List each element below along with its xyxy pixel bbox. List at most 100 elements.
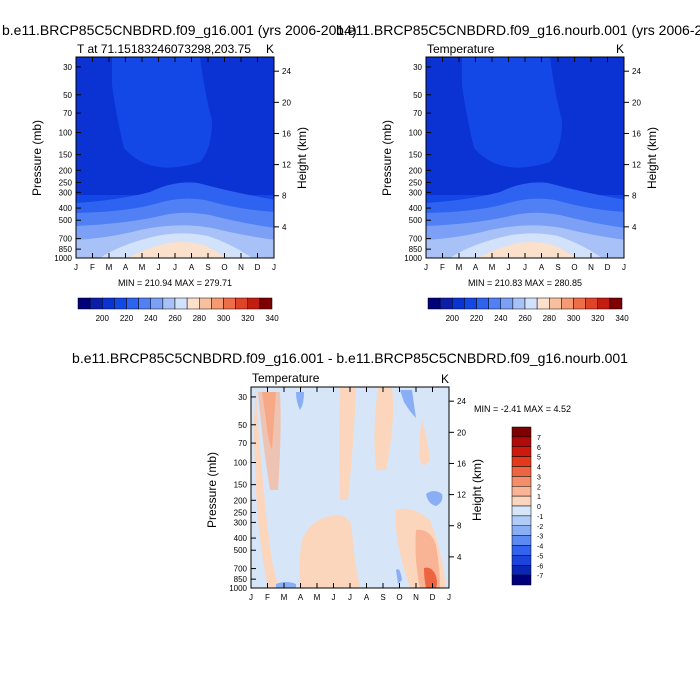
colorbar-swatch (511, 456, 532, 467)
y-right-tick-label: 12 (457, 491, 466, 500)
y-tick-label: 200 (409, 166, 423, 175)
colorbar-swatch (511, 446, 532, 457)
x-tick-label: F (90, 263, 95, 272)
y-tick-label: 700 (59, 235, 73, 244)
x-tick-label: M (106, 263, 113, 272)
colorbar-label: 320 (241, 314, 255, 323)
y-tick-label: 850 (234, 575, 248, 584)
colorbar-swatch (488, 297, 501, 310)
colorbar-swatch (223, 297, 236, 310)
colorbar-swatch (511, 466, 532, 477)
y-tick-label: 500 (409, 216, 423, 225)
colorbar-swatch (174, 297, 188, 310)
panel-diff-contours (251, 387, 449, 588)
x-tick-label: A (189, 263, 195, 272)
colorbar-swatch (464, 297, 477, 310)
colorbar-label: -7 (537, 573, 543, 580)
y-right-tick-label: 16 (282, 129, 291, 138)
x-tick-label: D (605, 263, 611, 272)
contour-warm-tongue (462, 57, 562, 168)
x-tick-label: S (380, 593, 385, 602)
contour-pos-feb-column (254, 390, 280, 588)
x-tick-label: A (473, 263, 479, 272)
x-tick-label: J (523, 263, 527, 272)
y-tick-label: 1000 (54, 254, 72, 263)
y-tick-label: 50 (413, 91, 422, 100)
contour-neg-surface (276, 582, 296, 588)
y-right-tick-label: 4 (632, 223, 637, 232)
x-tick-label: A (298, 593, 304, 602)
colorbar-label: 300 (217, 314, 231, 323)
colorbar-swatch (150, 297, 164, 310)
y-tick-label: 70 (238, 439, 247, 448)
y-right-tick-label: 8 (282, 192, 287, 201)
colorbar-label: 0 (537, 504, 541, 511)
colorbar-label: 280 (193, 314, 207, 323)
colorbar-swatch (77, 297, 91, 310)
x-tick-label: O (221, 263, 227, 272)
colorbar-swatch (511, 535, 532, 546)
panel-left-colorbar: 200 220 240 260 280 300 320 340 (77, 297, 279, 323)
colorbar-swatch (114, 297, 127, 310)
x-tick-label: S (205, 263, 210, 272)
colorbar-label: 7 (537, 435, 541, 442)
y-tick-label: 700 (234, 565, 248, 574)
colorbar-swatch (561, 297, 574, 310)
contour-band-7 (128, 242, 226, 258)
colorbar-swatch (511, 495, 532, 507)
colorbar-swatch (511, 574, 532, 586)
y-right-tick-label: 12 (632, 161, 641, 170)
y-tick-label: 250 (409, 178, 423, 187)
colorbar-label: 200 (96, 314, 110, 323)
colorbar-swatch (199, 297, 212, 310)
colorbar-label: 300 (567, 314, 581, 323)
colorbar-swatch (511, 426, 532, 438)
colorbar-swatch (524, 297, 538, 310)
x-tick-label: M (456, 263, 463, 272)
x-tick-label: J (507, 263, 511, 272)
colorbar-swatch (536, 297, 550, 310)
colorbar-swatch (247, 297, 261, 310)
y-tick-label: 150 (409, 151, 423, 160)
x-tick-label: J (74, 263, 78, 272)
panel-left-subtitle: T at 71.15183246073298,203.75 (77, 42, 251, 56)
x-tick-label: J (424, 263, 428, 272)
contour-neg-oct (400, 390, 416, 418)
panel-right-ylabel: Pressure (mb) (380, 120, 394, 196)
colorbar-swatch (162, 297, 176, 310)
x-tick-label: A (364, 593, 370, 602)
panel-difference: b.e11.BRCP85C5CNBDRD.f09_g16.001 - b.e11… (72, 350, 628, 602)
colorbar-label: 5 (537, 455, 541, 462)
colorbar-label: 340 (265, 314, 279, 323)
colorbar-label: 320 (591, 314, 605, 323)
colorbar-swatch (102, 297, 115, 310)
y-tick-label: 200 (59, 166, 73, 175)
x-tick-label: N (238, 263, 244, 272)
colorbar-swatch (259, 297, 273, 310)
x-tick-label: J (622, 263, 626, 272)
colorbar-swatch (511, 486, 532, 497)
y-tick-label: 1000 (229, 584, 247, 593)
colorbar-swatch (511, 555, 532, 566)
colorbar-swatch (511, 505, 532, 517)
x-tick-label: J (332, 593, 336, 602)
panel-left-contours (76, 57, 274, 258)
colorbar-swatch (573, 297, 586, 310)
colorbar-label: -2 (537, 524, 543, 531)
y-right-tick-label: 24 (457, 397, 466, 406)
x-tick-label: J (272, 263, 276, 272)
contour-pos-oct-col (419, 420, 430, 465)
colorbar-swatch (211, 297, 224, 310)
colorbar-swatch (511, 436, 532, 447)
panel-diff-units: K (441, 372, 449, 386)
y-right-tick-label: 12 (282, 161, 291, 170)
y-tick-label: 300 (409, 188, 423, 197)
x-tick-label: S (555, 263, 560, 272)
contour-neg-dec (426, 491, 443, 506)
y-tick-label: 400 (59, 204, 73, 213)
y-right-tick-label: 16 (632, 129, 641, 138)
colorbar-label: 200 (446, 314, 460, 323)
colorbar-swatch (585, 297, 598, 310)
